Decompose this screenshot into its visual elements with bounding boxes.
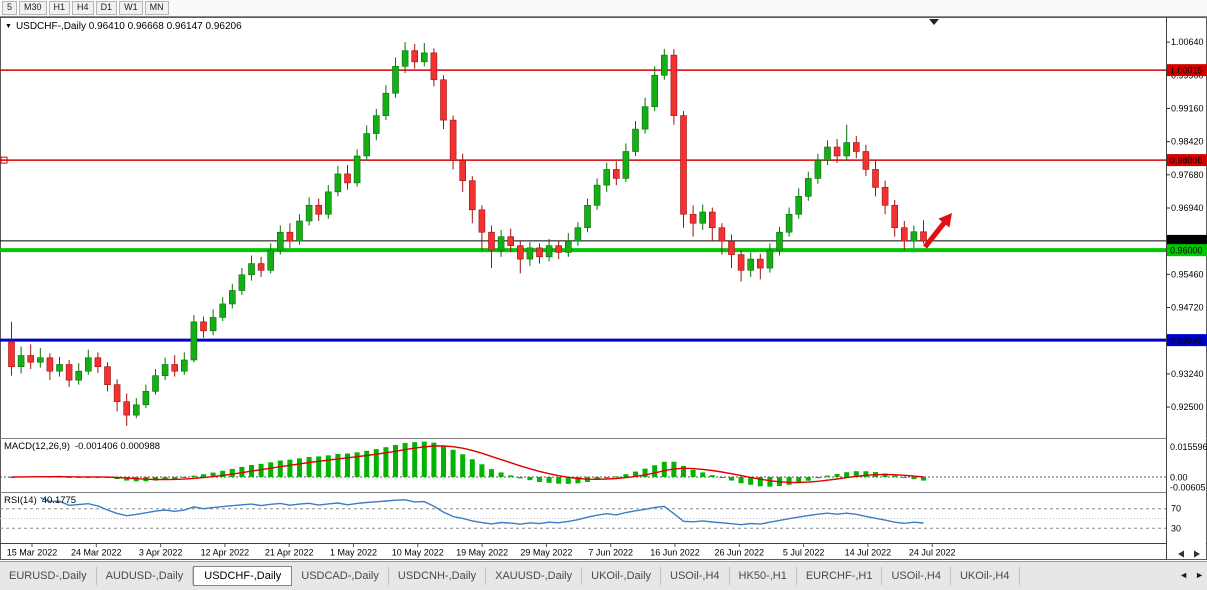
svg-text:0.99160: 0.99160 xyxy=(1171,103,1204,113)
svg-text:0.95460: 0.95460 xyxy=(1171,269,1204,279)
svg-text:0.015596: 0.015596 xyxy=(1170,442,1207,452)
svg-text:0.96206: 0.96206 xyxy=(1170,236,1203,246)
svg-text:0.93240: 0.93240 xyxy=(1171,369,1204,379)
timeframe-button-d1[interactable]: D1 xyxy=(95,1,118,15)
timeframe-button-5[interactable]: 5 xyxy=(2,1,18,15)
svg-text:30: 30 xyxy=(1171,523,1181,533)
chart-symbol-period: USDCHF-,Daily xyxy=(15,21,86,32)
svg-text:7 Jun 2022: 7 Jun 2022 xyxy=(588,548,633,558)
timeframe-button-mn[interactable]: MN xyxy=(144,1,169,15)
svg-text:0.97680: 0.97680 xyxy=(1171,170,1204,180)
svg-text:0.96000: 0.96000 xyxy=(1170,246,1203,256)
chart-tabs: EURUSD-,Daily AUDUSD-,Daily USDCHF-,Daily U… xyxy=(0,566,1020,586)
chart-tab-ukoil-h4[interactable]: UKOil-,H4 xyxy=(951,567,1020,585)
chart-tab-usdchf-daily[interactable]: USDCHF-,Daily xyxy=(193,566,293,586)
tab-scroll-arrows: ◄ ► xyxy=(1179,570,1204,580)
rsi-indicator-label: RSI(14) 40.1775 xyxy=(4,495,76,506)
chart-tab-usdcnh-daily[interactable]: USDCNH-,Daily xyxy=(389,567,487,585)
ohlc-values: 0.96410 0.96668 0.96147 0.96206 xyxy=(88,21,242,32)
chart-tab-ukoil-daily[interactable]: UKOil-,Daily xyxy=(582,567,662,585)
chart-tab-usoil-h4[interactable]: USOil-,H4 xyxy=(661,567,730,585)
svg-text:26 Jun 2022: 26 Jun 2022 xyxy=(715,548,765,558)
svg-text:0.94720: 0.94720 xyxy=(1171,303,1204,313)
svg-text:24 Jul 2022: 24 Jul 2022 xyxy=(909,548,956,558)
svg-text:29 May 2022: 29 May 2022 xyxy=(520,548,572,558)
chart-tab-eurchf-h1[interactable]: EURCHF-,H1 xyxy=(797,567,883,585)
chart-tab-eurusd-daily[interactable]: EURUSD-,Daily xyxy=(0,567,97,585)
svg-text:14 Jul 2022: 14 Jul 2022 xyxy=(845,548,892,558)
timeframe-button-w1[interactable]: W1 xyxy=(119,1,143,15)
timeframe-button-h1[interactable]: H1 xyxy=(48,1,71,15)
svg-text:1.00015: 1.00015 xyxy=(1170,66,1203,76)
svg-text:24 Mar 2022: 24 Mar 2022 xyxy=(71,548,122,558)
svg-text:5 Jul 2022: 5 Jul 2022 xyxy=(783,548,825,558)
svg-text:3 Apr 2022: 3 Apr 2022 xyxy=(139,548,183,558)
rsi-pane: 70 30 xyxy=(0,496,1181,533)
svg-text:-0.00605: -0.00605 xyxy=(1170,483,1206,493)
svg-text:0.92500: 0.92500 xyxy=(1171,402,1204,412)
timeframe-button-h4[interactable]: H4 xyxy=(72,1,94,15)
svg-text:0.93993: 0.93993 xyxy=(1170,336,1203,346)
svg-text:0.96940: 0.96940 xyxy=(1171,203,1204,213)
svg-text:0.98008: 0.98008 xyxy=(1170,156,1203,166)
timeframe-button-m30[interactable]: M30 xyxy=(19,1,47,15)
chart-tab-hk50-h1[interactable]: HK50-,H1 xyxy=(730,567,797,585)
svg-text:15 Mar 2022: 15 Mar 2022 xyxy=(7,548,58,558)
svg-text:0.00: 0.00 xyxy=(1170,472,1188,482)
chart-tabs-bar: EURUSD-,Daily AUDUSD-,Daily USDCHF-,Daily U… xyxy=(0,561,1207,590)
svg-text:19 May 2022: 19 May 2022 xyxy=(456,548,508,558)
macd-pane: 0.015596 0.00-0.00605 xyxy=(0,441,1207,493)
macd-current-values: -0.001406 0.000988 xyxy=(75,441,161,452)
macd-name: MACD(12,26,9) xyxy=(4,441,70,452)
date-axis: 15 Mar 2022 24 Mar 2022 3 Apr 2022 12 Apr 2… xyxy=(7,543,1200,558)
svg-text:16 Jun 2022: 16 Jun 2022 xyxy=(650,548,700,558)
svg-text:12 Apr 2022: 12 Apr 2022 xyxy=(201,548,250,558)
candlesticks xyxy=(8,42,927,426)
chart-tab-usoil-h4[interactable]: USOil-,H4 xyxy=(882,567,951,585)
rsi-name: RSI(14) xyxy=(4,495,37,506)
chart-background xyxy=(0,17,1207,560)
tabs-scroll-right-button[interactable]: ► xyxy=(1195,570,1204,580)
svg-text:0.98420: 0.98420 xyxy=(1171,137,1204,147)
svg-text:1.00640: 1.00640 xyxy=(1171,37,1204,47)
chart-tab-xauusd-daily[interactable]: XAUUSD-,Daily xyxy=(486,567,583,585)
horizontal-level-lines[interactable] xyxy=(0,69,1166,342)
rsi-current-value: 40.1775 xyxy=(41,495,77,506)
chart-tab-usdcad-daily[interactable]: USDCAD-,Daily xyxy=(292,567,389,585)
chart-tab-audusd-daily[interactable]: AUDUSD-,Daily xyxy=(97,567,194,585)
macd-indicator-label: MACD(12,26,9) -0.001406 0.000988 xyxy=(4,441,160,452)
chart-ohlc-readout: ▼ USDCHF-,Daily 0.96410 0.96668 0.96147 0… xyxy=(5,21,242,32)
svg-text:10 May 2022: 10 May 2022 xyxy=(392,548,444,558)
svg-text:1 May 2022: 1 May 2022 xyxy=(330,548,377,558)
timeframe-toolbar: 5 M30 H1 H4 D1 W1 MN xyxy=(0,0,1207,17)
tabs-scroll-left-button[interactable]: ◄ xyxy=(1179,570,1189,580)
svg-text:21 Apr 2022: 21 Apr 2022 xyxy=(265,548,314,558)
trend-arrow-annotation[interactable] xyxy=(923,213,952,249)
dropdown-triangle-icon: ▼ xyxy=(5,23,12,30)
svg-text:70: 70 xyxy=(1171,504,1181,514)
price-axis: 1.006400.999000.991600.984200.976800.969… xyxy=(1166,37,1207,412)
